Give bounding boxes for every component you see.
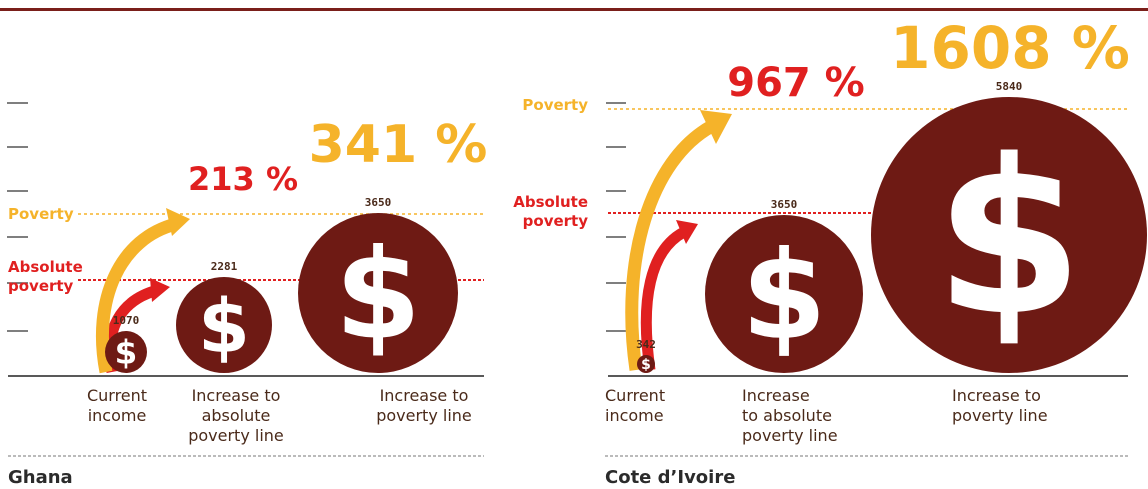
coin-circle — [105, 331, 147, 373]
category-label-line: poverty line — [376, 406, 472, 425]
value-label: 5840 — [996, 80, 1023, 93]
category-label: Current income — [605, 386, 665, 425]
category-label: Increase to absolute poverty line — [188, 386, 284, 445]
category-label-line: Increase to — [380, 386, 469, 405]
category-label-line: Increase to — [952, 386, 1041, 405]
arrow-head — [676, 220, 698, 244]
coin-circle — [637, 355, 655, 373]
dollar-coin-icon: $ — [871, 97, 1147, 373]
category-label-line: poverty line — [188, 426, 284, 445]
increase-percent-label: 341 % — [309, 115, 488, 175]
category-label: Increase to absolute poverty line — [742, 386, 838, 445]
poverty-label: Poverty — [522, 96, 588, 114]
coin-circle — [176, 277, 272, 373]
absolute-poverty-label: Absolute poverty — [8, 258, 83, 295]
category-label-line: poverty line — [742, 426, 838, 445]
dollar-coin-icon: $ — [105, 331, 147, 373]
dollar-coin-icon: $ — [705, 215, 863, 373]
arrow-head — [150, 278, 170, 302]
coin-circle — [298, 213, 458, 373]
arrow-head — [700, 110, 732, 144]
coin-circle — [705, 215, 863, 373]
dollar-sign: $ — [641, 357, 651, 373]
increase-percent-label: 1608 % — [890, 14, 1130, 82]
category-label: Increase to poverty line — [376, 386, 472, 425]
category-label-line: to absolute — [742, 406, 832, 425]
value-label: 3650 — [365, 196, 392, 209]
category-label-line: Increase — [742, 386, 810, 405]
value-label: 1070 — [113, 314, 140, 327]
arrow-head — [166, 208, 190, 236]
chart-panel-ghana: Poverty Absolute poverty $1070 Current income… — [7, 102, 488, 488]
country-label: Ghana — [8, 467, 73, 488]
dollar-coin-icon: $ — [176, 277, 272, 373]
value-label: 3650 — [771, 198, 798, 211]
category-label-line: poverty line — [952, 406, 1048, 425]
category-label: Increase to poverty line — [952, 386, 1048, 425]
value-label: 342 — [636, 338, 656, 351]
category-label-line: Current — [605, 386, 665, 405]
country-label: Cote d’Ivoire — [605, 467, 735, 488]
category-label-line: income — [88, 406, 147, 425]
coin-circle — [871, 97, 1147, 373]
absolute-poverty-label: Absolute poverty — [513, 193, 588, 230]
absolute-poverty-label-line: poverty — [523, 212, 589, 230]
curved-arrow-icon — [640, 227, 687, 371]
value-label: 2281 — [211, 260, 238, 273]
category-label: Current income — [87, 386, 147, 425]
category-label-line: Current — [87, 386, 147, 405]
category-label-line: income — [605, 406, 664, 425]
chart-panel-cote-divoire: Poverty Absolute poverty $342 Current income $… — [513, 14, 1147, 488]
top-rule — [0, 8, 1148, 11]
dollar-sign: $ — [935, 114, 1084, 363]
category-label-line: absolute — [202, 406, 271, 425]
curved-arrow-icon — [625, 120, 716, 371]
increase-percent-label: 213 % — [188, 160, 298, 198]
absolute-poverty-label-line: Absolute — [513, 193, 588, 211]
category-label-line: Increase to — [192, 386, 281, 405]
absolute-poverty-label-line: poverty — [8, 277, 74, 295]
dollar-sign: $ — [198, 283, 250, 370]
dollar-sign: $ — [335, 224, 421, 368]
dollar-sign: $ — [741, 224, 826, 367]
curved-arrow-icon — [96, 217, 178, 374]
poverty-label: Poverty — [8, 205, 74, 223]
increase-percent-label: 967 % — [727, 60, 865, 106]
absolute-poverty-label-line: Absolute — [8, 258, 83, 276]
dollar-sign: $ — [115, 334, 138, 372]
dollar-coin-icon: $ — [637, 355, 655, 373]
dollar-coin-icon: $ — [298, 213, 458, 373]
